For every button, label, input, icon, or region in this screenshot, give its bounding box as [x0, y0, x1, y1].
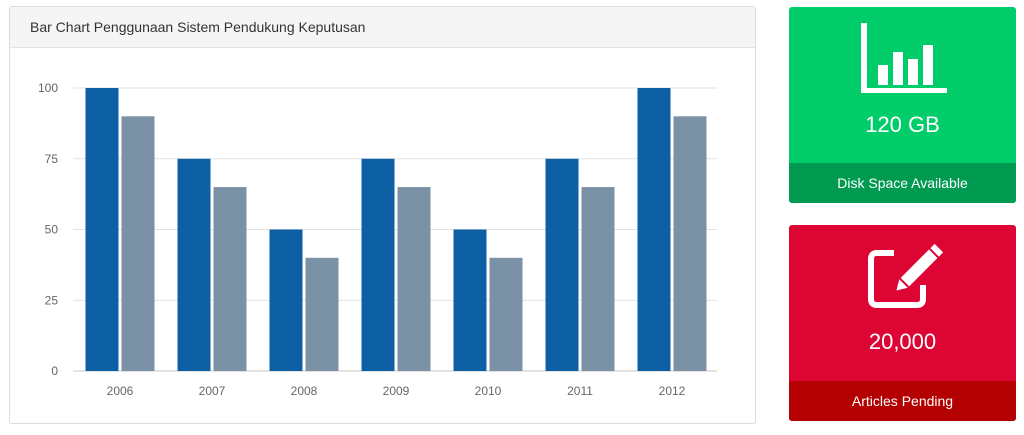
- articles-pending-value: 20,000: [868, 329, 937, 354]
- x-tick-label: 2009: [383, 384, 410, 398]
- x-tick-label: 2011: [567, 384, 593, 398]
- bar: [269, 229, 303, 371]
- bar: [581, 187, 615, 371]
- bar-chart: 0 25 50 75 100 2006 2007 2008 2009 2010 2011 2012: [38, 81, 717, 398]
- x-tick-label: 2010: [475, 384, 502, 398]
- y-tick-label: 100: [38, 81, 58, 95]
- bar: [361, 158, 395, 371]
- bar: [637, 88, 671, 371]
- chart-panel-body: 0 25 50 75 100 2006 2007 2008 2009 2010 2011 2012: [10, 48, 755, 428]
- bar: [453, 229, 487, 371]
- x-tick-label: 2007: [199, 384, 226, 398]
- bar: [177, 158, 211, 371]
- y-tick-label: 75: [45, 152, 59, 166]
- x-tick-label: 2012: [659, 384, 686, 398]
- y-tick-label: 0: [51, 364, 58, 378]
- bar: [397, 187, 431, 371]
- x-tick-label: 2006: [107, 384, 134, 398]
- bar: [673, 116, 707, 371]
- disk-space-value: 120 GB: [865, 112, 940, 137]
- edit-icon: [789, 241, 1016, 311]
- articles-pending-tile[interactable]: 20,000 Articles Pending: [789, 225, 1016, 421]
- bar-chart-icon: [789, 22, 1016, 94]
- x-tick-label: 2008: [291, 384, 318, 398]
- y-tick-label: 50: [45, 223, 59, 237]
- bar: [489, 257, 523, 371]
- chart-panel-title: Bar Chart Penggunaan Sistem Pendukung Ke…: [10, 7, 755, 48]
- articles-pending-label: Articles Pending: [789, 381, 1016, 421]
- y-tick-label: 25: [45, 293, 59, 307]
- bar: [213, 187, 247, 371]
- disk-space-label: Disk Space Available: [789, 163, 1016, 203]
- bar: [305, 257, 339, 371]
- chart-panel: Bar Chart Penggunaan Sistem Pendukung Ke…: [9, 6, 756, 424]
- bar: [545, 158, 579, 371]
- bar: [85, 88, 119, 371]
- bar: [121, 116, 155, 371]
- disk-space-tile[interactable]: 120 GB Disk Space Available: [789, 7, 1016, 203]
